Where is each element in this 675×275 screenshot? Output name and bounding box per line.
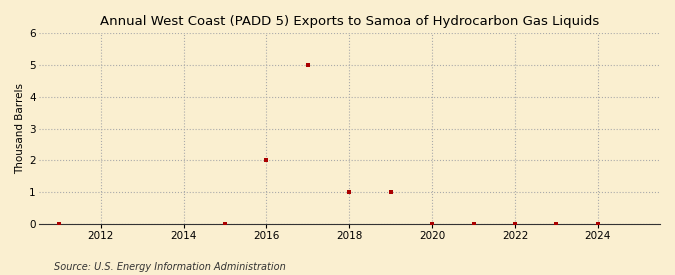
Point: [344, 190, 354, 194]
Point: [54, 222, 65, 226]
Point: [510, 222, 520, 226]
Y-axis label: Thousand Barrels: Thousand Barrels: [15, 83, 25, 174]
Point: [261, 158, 272, 163]
Point: [385, 190, 396, 194]
Point: [593, 222, 603, 226]
Point: [427, 222, 437, 226]
Point: [302, 63, 313, 67]
Text: Source: U.S. Energy Information Administration: Source: U.S. Energy Information Administ…: [54, 262, 286, 272]
Point: [468, 222, 479, 226]
Point: [219, 222, 230, 226]
Title: Annual West Coast (PADD 5) Exports to Samoa of Hydrocarbon Gas Liquids: Annual West Coast (PADD 5) Exports to Sa…: [100, 15, 599, 28]
Point: [551, 222, 562, 226]
